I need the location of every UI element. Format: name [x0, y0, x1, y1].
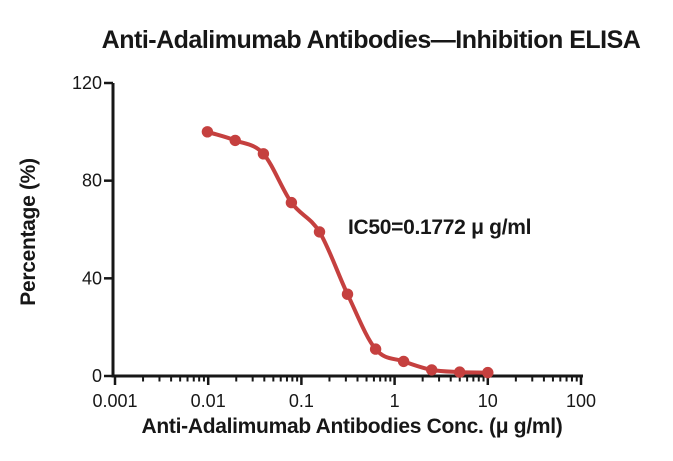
data-point	[482, 366, 494, 379]
data-point	[397, 355, 410, 368]
y-tick-label: 80	[82, 171, 102, 191]
data-point	[313, 226, 326, 238]
x-tick-label: 1	[390, 391, 400, 411]
fit-curve	[205, 129, 490, 375]
data-point	[369, 343, 382, 355]
x-tick-label: 10	[478, 391, 498, 411]
x-axis-label: Anti-Adalimumab Antibodies Conc. (μ g/ml…	[141, 415, 563, 438]
data-point	[285, 196, 298, 209]
y-axis-label: Percentage (%)	[17, 158, 40, 306]
data-point	[426, 364, 438, 376]
data-point	[257, 148, 270, 160]
x-tick-label: 0.1	[289, 391, 314, 411]
y-tick-label: 0	[92, 366, 102, 386]
x-tick-label: 0.001	[92, 391, 137, 411]
ic50-annotation: IC50=0.1772 μ g/ml	[348, 216, 532, 239]
x-tick-label: 100	[566, 391, 596, 411]
chart-title: Anti-Adalimumab Antibodies—Inhibition EL…	[101, 26, 641, 54]
data-point	[201, 126, 214, 138]
data-point	[341, 288, 354, 300]
y-tick-label: 120	[72, 73, 102, 93]
x-tick-label: 0.01	[191, 391, 226, 411]
data-point	[229, 134, 241, 147]
y-tick-label: 40	[82, 268, 102, 288]
data-point	[454, 366, 466, 378]
